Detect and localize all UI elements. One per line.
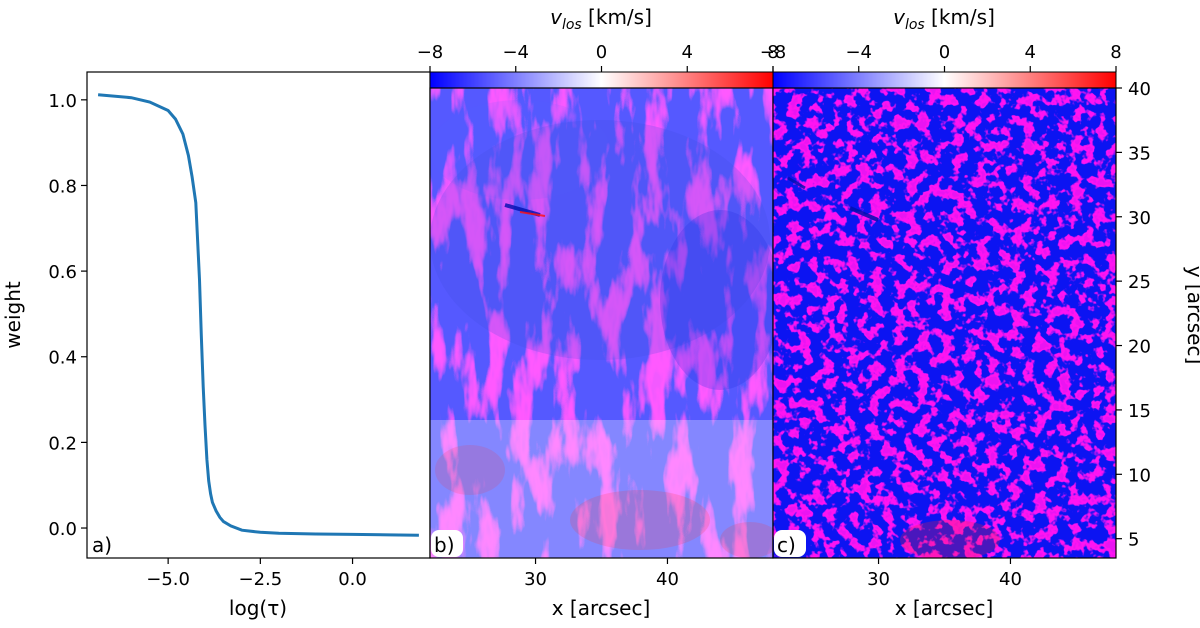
panel-c-colorbar-ticks: −8 −4 0 4 8 — [760, 42, 1122, 72]
panel-c-velocity-map — [773, 88, 1116, 558]
panel-a-y-tick-label: 0.0 — [48, 519, 77, 540]
panel-a-y-tick-label: 0.6 — [48, 262, 77, 283]
colorbar-tick-label: 0 — [596, 42, 607, 63]
panel-c-y-ticks: 5 10 15 20 25 30 35 40 — [1116, 79, 1151, 551]
panel-b-velocity-map — [430, 88, 773, 558]
panel-c-y-tick-label: 5 — [1128, 530, 1139, 551]
panel-a-x-tick-label: −2.5 — [238, 569, 282, 590]
panel-b-xlabel: x [arcsec] — [552, 596, 651, 620]
panel-b-colorbar-label: vlos [km/s] — [550, 5, 652, 33]
panel-b-colorbar: −8 −4 0 4 8 vlos [km/s] — [417, 5, 779, 89]
panel-b-label-box — [431, 530, 463, 557]
panel-a-frame — [86, 71, 431, 559]
colorbar-tick-label: −8 — [760, 42, 787, 63]
panel-b-colorbar-ticks: −8 −4 0 4 8 — [417, 42, 779, 72]
colorbar-tick-label: 4 — [682, 42, 693, 63]
panel-c-frame — [772, 87, 1117, 559]
panel-c-label-box — [774, 530, 806, 557]
panel-c: −8 −4 0 4 8 vlos [km/s] 30 40 5 10 15 20 25 30 35 40… — [760, 5, 1200, 620]
map-x-tick-label: 30 — [867, 569, 890, 590]
colorbar-tick-label: −8 — [417, 42, 444, 63]
panel-c-xlabel: x [arcsec] — [895, 596, 994, 620]
panel-a-x-tick-label: 0.0 — [338, 569, 367, 590]
panel-a-x-tick-label: −5.0 — [146, 569, 190, 590]
panel-c-y-tick-label: 25 — [1128, 272, 1151, 293]
panel-a-y-tick-label: 0.2 — [48, 433, 77, 454]
panel-a-y-tick-label: 1.0 — [48, 91, 77, 112]
map-x-tick-label: 40 — [999, 569, 1022, 590]
panel-c-y-tick-label: 20 — [1128, 337, 1151, 358]
panel-a-label-box — [88, 530, 120, 557]
panel-a-x-ticks: −5.0 −2.5 0.0 — [146, 558, 367, 590]
panel-c-colorbar-label: vlos [km/s] — [893, 5, 995, 33]
panel-b: −8 −4 0 4 8 vlos [km/s] 30 40 x [arcsec] b) — [417, 5, 779, 620]
panel-a-ylabel: weight — [1, 281, 25, 349]
colorbar-tick-label: −4 — [845, 42, 872, 63]
panel-c-y-tick-label: 35 — [1128, 143, 1151, 164]
panel-b-label: b) — [434, 533, 455, 557]
panel-c-y-tick-label: 15 — [1128, 401, 1151, 422]
panel-a: 0.0 0.2 0.4 0.6 0.8 1.0 −5.0 −2.5 0.0 log(τ) we… — [1, 71, 431, 620]
panel-c-y-tick-label: 30 — [1128, 208, 1151, 229]
panel-b-colorbar-gradient — [429, 71, 774, 89]
weight-curve — [97, 93, 419, 537]
panel-c-colorbar: −8 −4 0 4 8 vlos [km/s] — [760, 5, 1122, 89]
panel-a-y-tick-label: 0.8 — [48, 176, 77, 197]
panel-c-ylabel: y [arcsec] — [1183, 266, 1200, 365]
map-x-tick-label: 30 — [524, 569, 547, 590]
map-x-tick-label: 40 — [656, 569, 679, 590]
panel-c-y-tick-label: 10 — [1128, 465, 1151, 486]
colorbar-tick-label: 8 — [1110, 42, 1121, 63]
colorbar-tick-label: 4 — [1025, 42, 1036, 63]
panel-a-xlabel: log(τ) — [229, 596, 287, 620]
panel-c-y-tick-label: 40 — [1128, 79, 1151, 100]
panel-a-label: a) — [92, 533, 112, 557]
panel-a-y-ticks: 0.0 0.2 0.4 0.6 0.8 1.0 — [48, 91, 87, 540]
colorbar-tick-label: −4 — [502, 42, 529, 63]
panel-c-colorbar-gradient — [772, 71, 1117, 89]
panel-b-x-ticks: 30 40 — [524, 558, 679, 590]
colorbar-tick-label: 8 — [767, 42, 778, 63]
panel-c-label: c) — [777, 533, 796, 557]
colorbar-tick-label: 0 — [939, 42, 950, 63]
panel-c-x-ticks: 30 40 — [867, 558, 1022, 590]
panel-a-y-tick-label: 0.4 — [48, 348, 77, 369]
